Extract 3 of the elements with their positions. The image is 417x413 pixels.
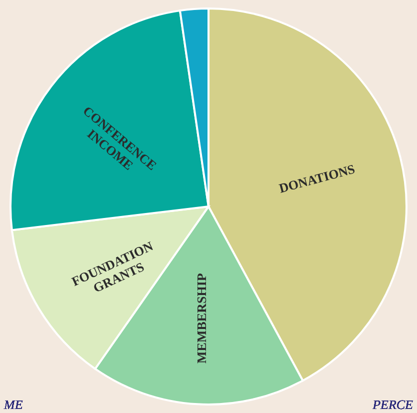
slice-label: MEMBERSHIP xyxy=(194,273,210,364)
text: PERCE xyxy=(372,397,414,412)
text: ME xyxy=(3,397,23,412)
